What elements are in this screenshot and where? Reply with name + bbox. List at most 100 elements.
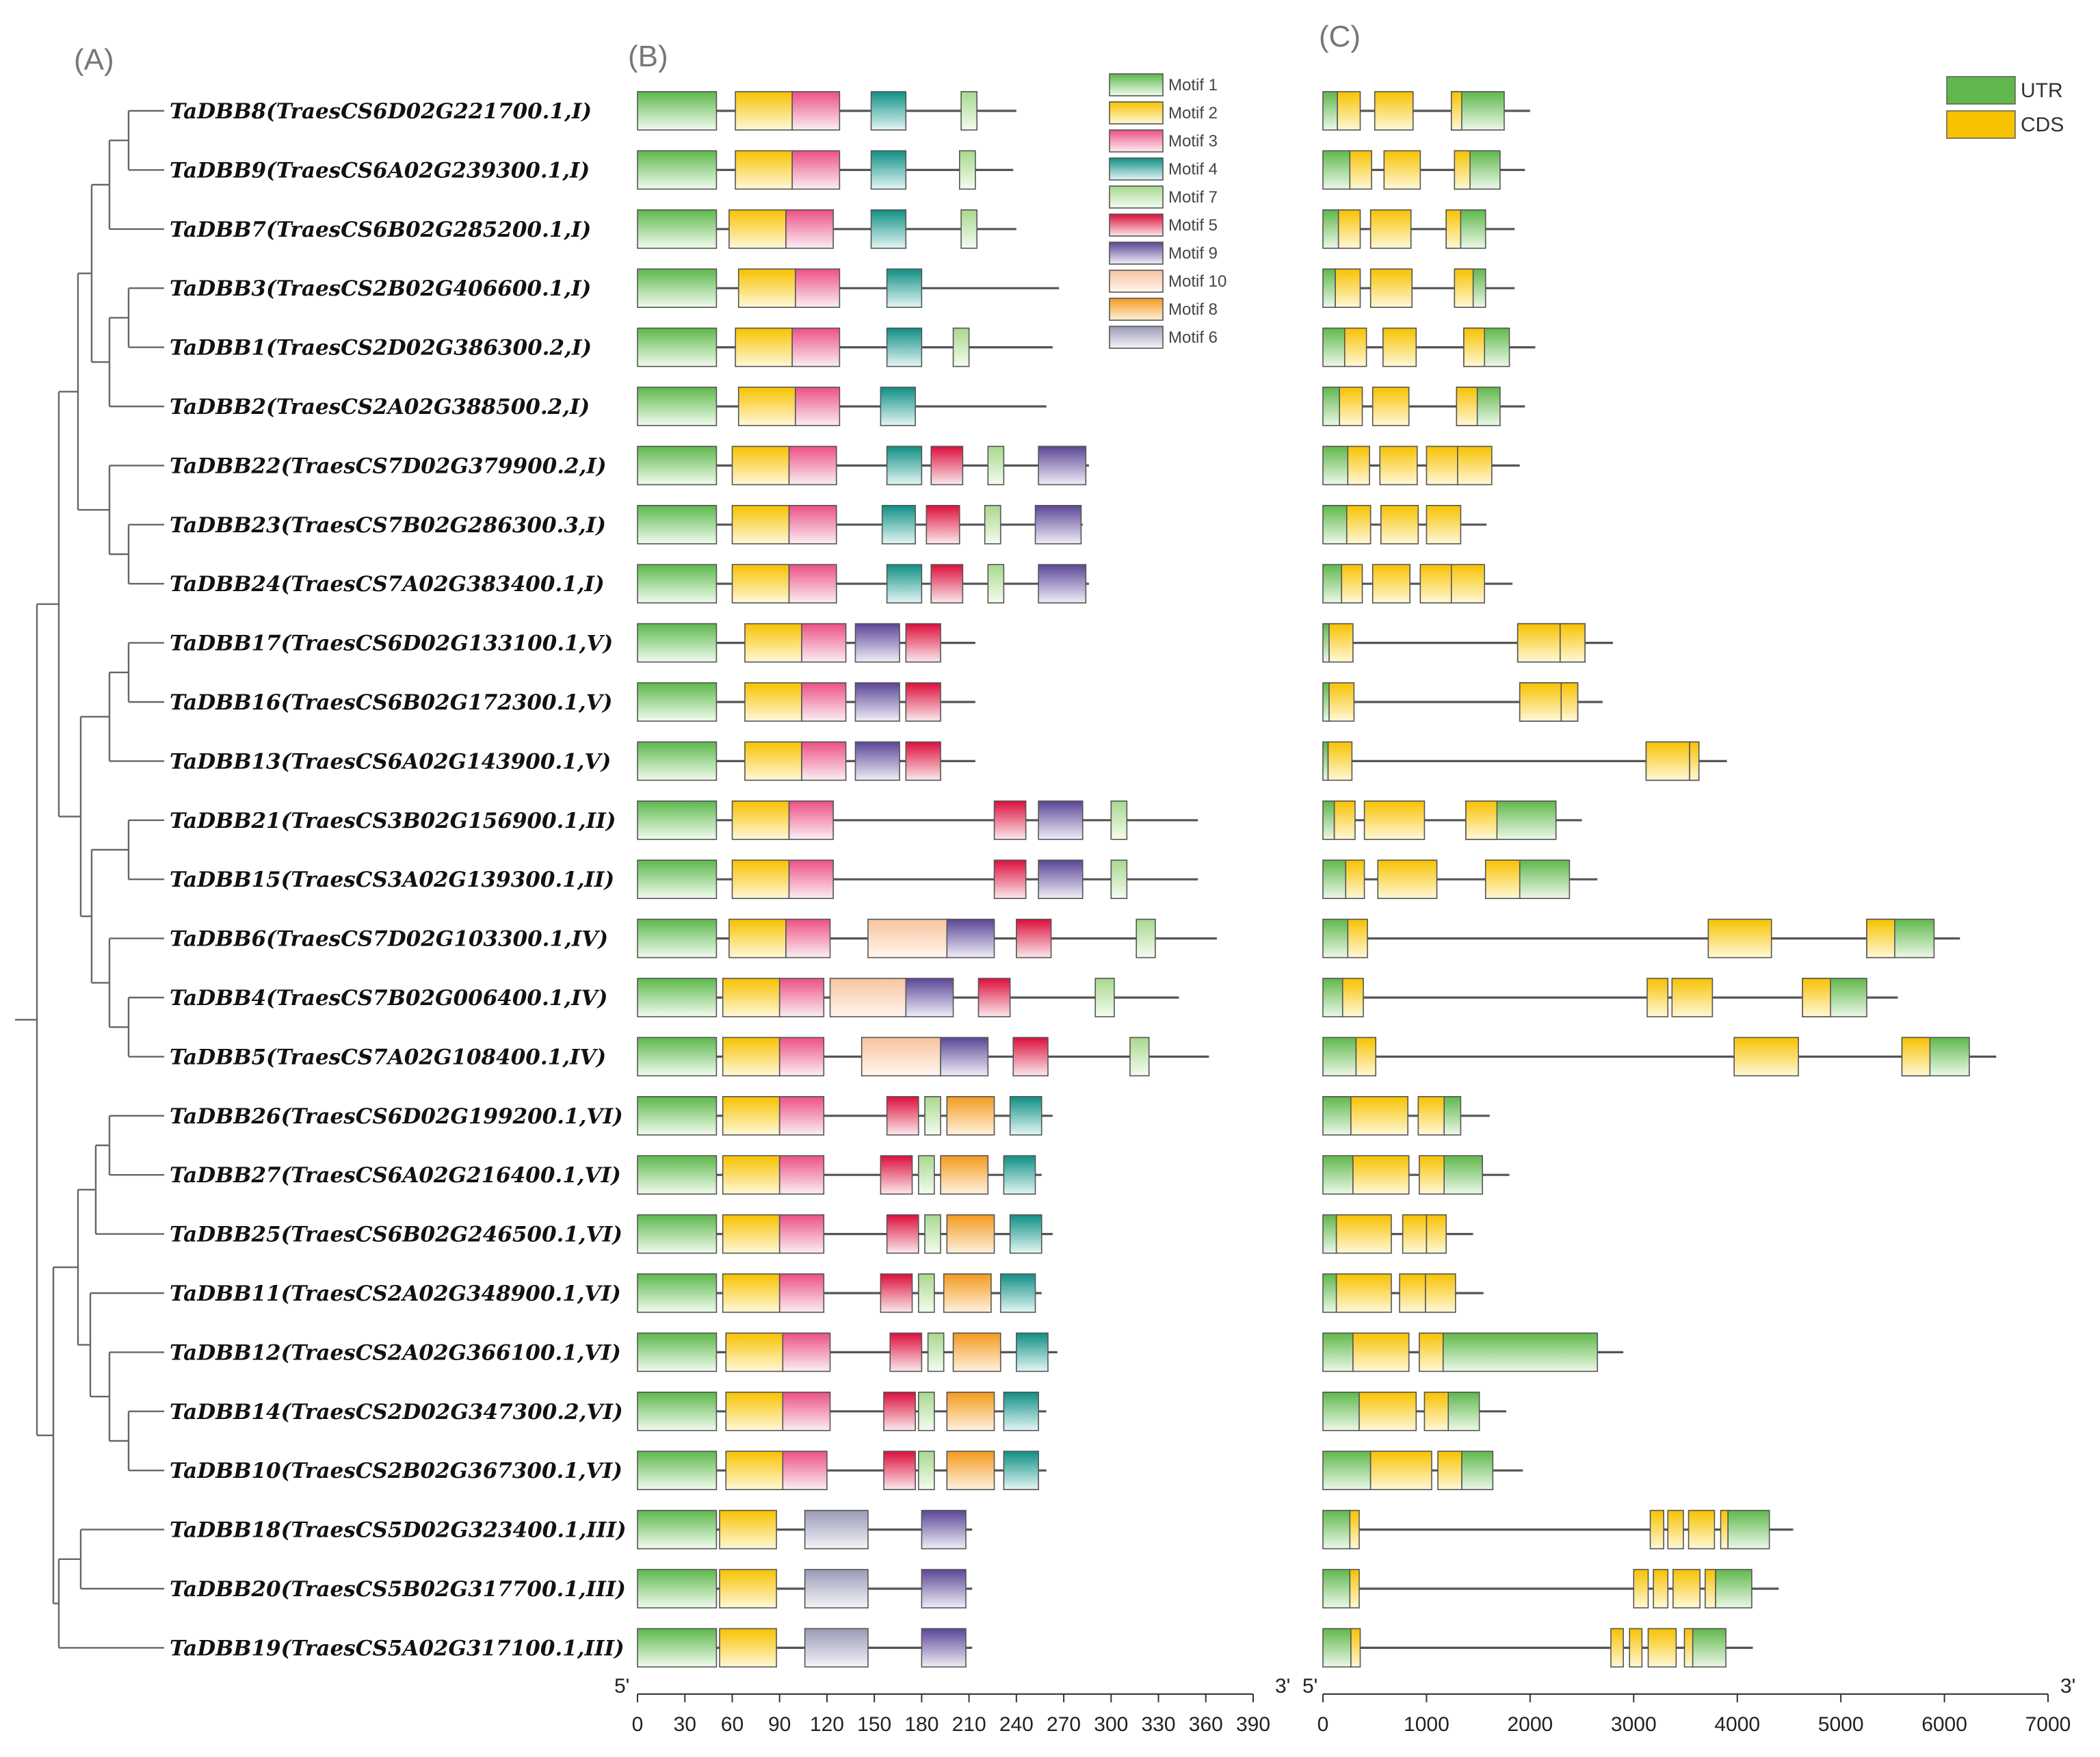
motif-box-m4 <box>1009 1214 1042 1254</box>
motif-box-m10 <box>861 1037 941 1077</box>
gene-structure-row <box>1322 741 1727 781</box>
motif-axis-tick: 0 <box>632 1713 644 1736</box>
cds-box <box>1559 623 1586 663</box>
cds-box <box>1560 682 1579 722</box>
motif-box-m4 <box>999 1273 1036 1313</box>
legend-swatch-m6 <box>1109 326 1164 349</box>
cds-box <box>1349 1509 1360 1550</box>
cds-box <box>1328 623 1354 663</box>
motif-box-m10 <box>829 978 907 1017</box>
motif-box-m5 <box>883 1392 916 1431</box>
cds-box <box>1484 859 1521 899</box>
cds-box <box>1352 1155 1410 1195</box>
gene-label: TaDBB11(TraesCS2A02G348900.1,VI) <box>170 1281 621 1306</box>
utr-box <box>1322 682 1330 722</box>
motif-box-m2 <box>737 268 796 309</box>
gene-structure-row <box>1322 1450 1523 1490</box>
legend-label-m7: Motif 7 <box>1168 188 1218 207</box>
legend-label-cds: CDS <box>2021 114 2064 136</box>
utr-box <box>1322 1096 1352 1136</box>
motif-box-m2 <box>744 682 802 722</box>
utr-box <box>1322 1509 1351 1550</box>
cds-box <box>1445 209 1462 249</box>
cds-box <box>1337 209 1361 249</box>
utr-box <box>1322 859 1347 899</box>
motif-row <box>637 387 1047 426</box>
motif-box-m2 <box>737 387 796 426</box>
motif-box-m1 <box>637 504 718 545</box>
motif-axis-tick: 390 <box>1236 1713 1270 1736</box>
gene-label: TaDBB6(TraesCS7D02G103300.1,IV) <box>170 927 608 952</box>
motif-row <box>637 1569 973 1609</box>
motif-box-m4 <box>1016 1332 1049 1372</box>
gene-structure-row <box>1322 918 1960 959</box>
cds-box <box>1720 1509 1729 1550</box>
legend-label-m2: Motif 2 <box>1168 104 1218 122</box>
cds-box <box>1667 1509 1684 1550</box>
legend-swatch-m8 <box>1109 298 1164 321</box>
motif-box-m1 <box>637 741 718 781</box>
gene-labels: TaDBB8(TraesCS6D02G221700.1,I) TaDBB9(Tra… <box>170 99 627 1661</box>
gene-structure-row <box>1322 1509 1794 1550</box>
motif-box-m2 <box>731 564 790 604</box>
motif-box-m4 <box>886 445 923 486</box>
cds-box <box>1345 859 1365 899</box>
utr-box <box>1322 1628 1352 1668</box>
motif-box-m8 <box>946 1392 995 1431</box>
motif-box-m5 <box>905 741 941 781</box>
cds-box <box>1341 978 1364 1017</box>
legend-label-m9: Motif 9 <box>1168 244 1218 263</box>
motif-box-m3 <box>778 1096 825 1136</box>
cds-box <box>1646 978 1669 1017</box>
motif-row <box>637 801 1198 840</box>
motif-box-m2 <box>731 801 790 840</box>
cds-box <box>1417 1096 1445 1136</box>
cds-box <box>1454 268 1474 309</box>
motif-row <box>637 741 975 781</box>
gene-label: TaDBB21(TraesCS3B02G156900.1,II) <box>170 809 616 833</box>
motif-box-m2 <box>719 1628 777 1668</box>
cds-box <box>1369 268 1413 309</box>
cds-box <box>1671 978 1714 1017</box>
phylogenetic-tree <box>15 109 164 1649</box>
motif-box-m4 <box>1003 1155 1036 1195</box>
motif-row <box>637 623 975 663</box>
motif-box-m3 <box>801 682 847 722</box>
motif-row <box>637 1273 1042 1313</box>
motif-box-m2 <box>725 1332 784 1372</box>
motif-box-m7 <box>1136 918 1156 959</box>
utr-box <box>1692 1628 1727 1668</box>
motif-box-m1 <box>637 801 718 840</box>
motif-axis-tick: 60 <box>721 1713 744 1736</box>
cds-box <box>1653 1569 1669 1609</box>
motif-axis-tick: 330 <box>1142 1713 1176 1736</box>
utr-box <box>1443 1096 1462 1136</box>
utr-box <box>1442 1332 1599 1372</box>
utr-box <box>1461 1450 1494 1490</box>
motif-row <box>637 918 1217 959</box>
legend-swatch-utr <box>1946 76 2016 105</box>
motif-legend: Motif 1 Motif 2 Motif 3 Motif 4 Motif 7 Motif… <box>1109 73 1226 349</box>
utr-box <box>1443 1155 1483 1195</box>
motif-box-m2 <box>722 1096 780 1136</box>
utr-box <box>1322 978 1343 1017</box>
gene-structure-row <box>1322 978 1898 1017</box>
motif-box-m9 <box>921 1509 967 1550</box>
cds-box <box>1419 1155 1445 1195</box>
cds-box <box>1672 1569 1701 1609</box>
utr-box <box>1322 1214 1337 1254</box>
cds-box <box>1633 1569 1649 1609</box>
motif-box-m10 <box>867 918 948 959</box>
gene-structure-row <box>1322 1214 1473 1254</box>
motif-row <box>637 327 1053 367</box>
cds-box <box>1456 387 1478 426</box>
cds-box <box>1369 1450 1432 1490</box>
motif-box-m2 <box>719 1569 777 1609</box>
utr-box <box>1322 327 1346 367</box>
motif-box-m8 <box>943 1273 992 1313</box>
motif-box-m1 <box>637 1509 718 1550</box>
motif-box-m7 <box>960 91 977 131</box>
motif-box-m8 <box>940 1155 989 1195</box>
motif-box-m2 <box>735 91 793 131</box>
motif-axis-tick: 150 <box>857 1713 891 1736</box>
